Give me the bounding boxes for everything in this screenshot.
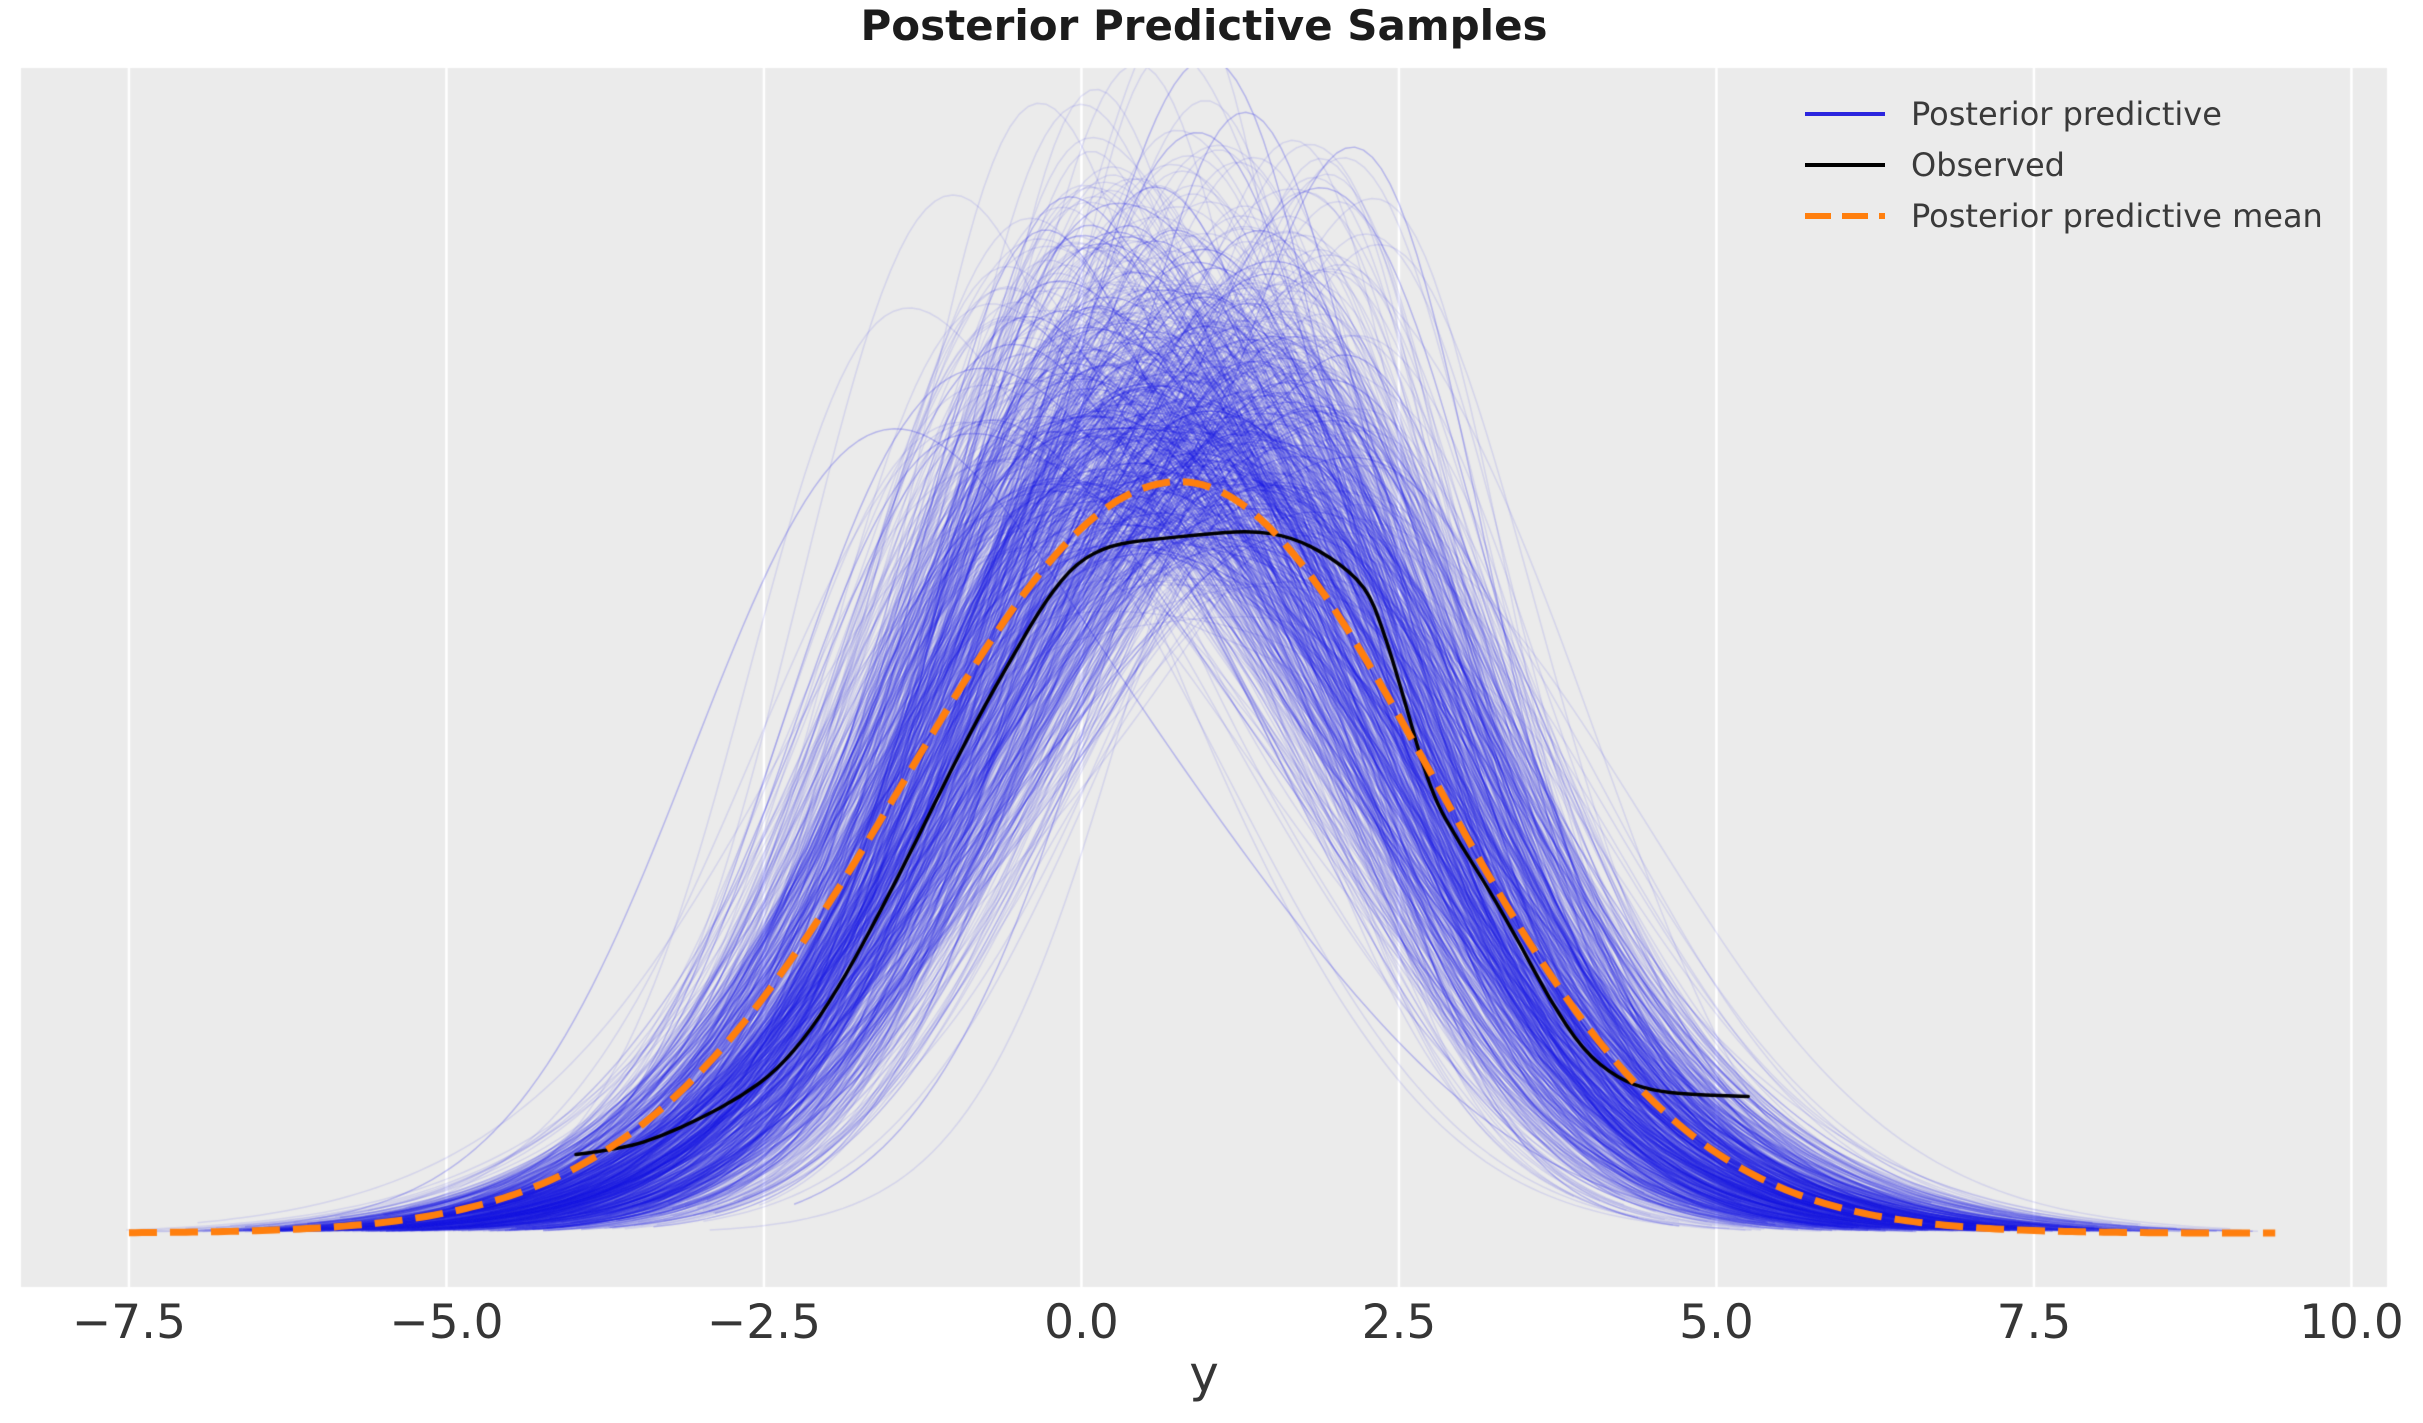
legend-line-swatch-blue [1805,112,1885,116]
x-tick-label: 2.5 [1361,1295,1437,1350]
x-tick-label: 7.5 [1996,1295,2072,1350]
x-axis-label: y [1189,1345,1219,1403]
chart-title: Posterior Predictive Samples [860,1,1548,50]
legend-line-swatch-black [1805,163,1885,167]
x-tick-label: 0.0 [1044,1295,1119,1350]
legend-item-posterior-predictive: Posterior predictive [1805,94,2222,134]
legend-item-observed: Observed [1805,145,2065,185]
x-tick-label: −5.0 [389,1295,504,1350]
legend-item-posterior-predictive-mean: Posterior predictive mean [1805,196,2323,236]
x-tick-label: −7.5 [71,1295,186,1350]
x-tick-label: −2.5 [706,1295,821,1350]
legend-label: Observed [1911,146,2065,184]
x-tick-label: 5.0 [1679,1295,1754,1350]
legend-line-swatch-orange-dashed [1805,213,1885,219]
legend-label: Posterior predictive mean [1911,197,2323,235]
x-tick-label: 10.0 [2299,1295,2404,1350]
legend-label: Posterior predictive [1911,95,2222,133]
